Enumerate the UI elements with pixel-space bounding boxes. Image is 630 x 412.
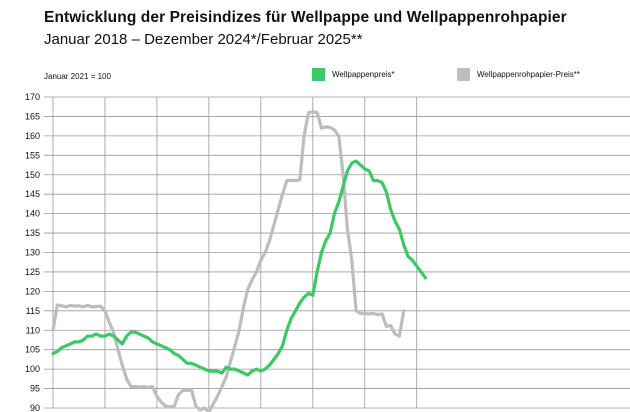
chart-subtitle: Januar 2018 – Dezember 2024*/Februar 202… bbox=[44, 31, 363, 48]
y-tick-label: 100 bbox=[25, 364, 40, 374]
y-tick-label: 140 bbox=[25, 209, 40, 219]
y-tick-label: 145 bbox=[25, 189, 40, 199]
y-tick-label: 120 bbox=[25, 286, 40, 296]
legend-item-wellpappe: Wellpappenpreis* bbox=[312, 68, 395, 81]
grid bbox=[44, 96, 630, 409]
y-tick-label: 150 bbox=[25, 170, 40, 180]
y-tick-label: 125 bbox=[25, 267, 40, 277]
chart-title: Entwicklung der Preisindizes für Wellpap… bbox=[44, 9, 567, 26]
y-axis-ticks: 90 95 100 105 110 115 120 125 130 135 140 145 150 155… bbox=[25, 92, 40, 412]
legend-swatch-wellpappe bbox=[312, 68, 325, 81]
legend-swatch-rohpapier bbox=[457, 68, 470, 81]
y-tick-label: 130 bbox=[25, 248, 40, 258]
legend-label-wellpappe: Wellpappenpreis* bbox=[332, 70, 395, 79]
legend-label-rohpapier: Wellpappenrohpapier-Preis** bbox=[477, 70, 581, 79]
y-tick-label: 90 bbox=[30, 403, 40, 412]
base-note: Januar 2021 = 100 bbox=[44, 72, 111, 81]
y-tick-label: 155 bbox=[25, 150, 40, 160]
y-tick-label: 95 bbox=[30, 384, 40, 394]
y-tick-label: 105 bbox=[25, 345, 40, 355]
y-tick-label: 165 bbox=[25, 111, 40, 121]
legend-item-rohpapier: Wellpappenrohpapier-Preis** bbox=[457, 68, 580, 81]
series-line-wellpappe bbox=[51, 159, 427, 377]
y-tick-label: 170 bbox=[25, 92, 40, 102]
y-tick-label: 135 bbox=[25, 228, 40, 238]
y-tick-label: 110 bbox=[26, 325, 40, 335]
y-tick-label: 160 bbox=[25, 131, 40, 141]
series-lines bbox=[51, 110, 427, 412]
y-tick-label: 115 bbox=[26, 306, 40, 316]
